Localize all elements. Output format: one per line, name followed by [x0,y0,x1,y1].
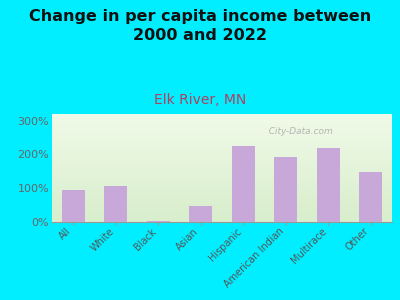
Bar [104,186,128,222]
Bar [316,148,340,222]
Bar [232,146,255,222]
Text: Change in per capita income between
2000 and 2022: Change in per capita income between 2000… [29,9,371,43]
Bar [62,190,85,222]
Bar [146,221,170,222]
Bar [189,206,212,222]
Bar [274,157,298,222]
Text: Elk River, MN: Elk River, MN [154,93,246,107]
Bar [359,172,382,222]
Text: City-Data.com: City-Data.com [263,127,332,136]
